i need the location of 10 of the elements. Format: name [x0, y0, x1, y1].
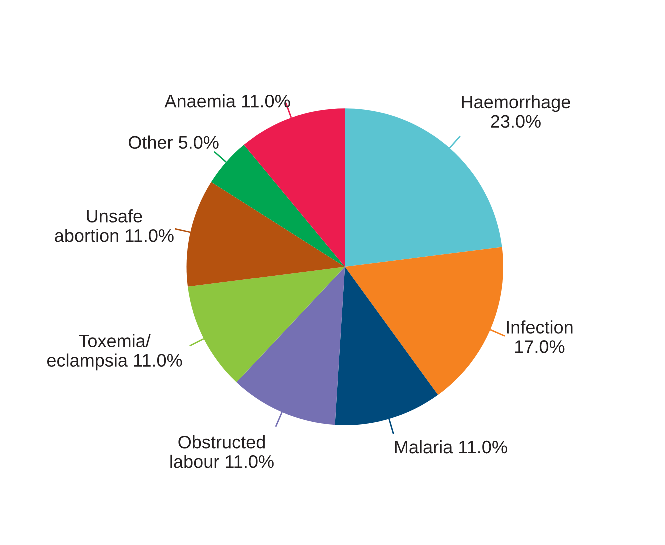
- slice-label: Toxemia/ eclampsia 11.0%: [47, 334, 182, 371]
- slice-label: Other 5.0%: [128, 136, 219, 150]
- data-label: 17.0%: [516, 340, 565, 354]
- data-label: 23.0%: [491, 115, 541, 128]
- slice-label: Infection: [507, 320, 573, 334]
- slice-label: Anaemia 11.0%: [164, 94, 290, 108]
- slice-label: Unsafe abortion 11.0%: [55, 210, 174, 242]
- slice-label: Obstructed labour 11.0%: [170, 436, 274, 468]
- slice-label: Malaria 11.0%: [395, 440, 508, 454]
- slice-label: Haemorrhage: [462, 95, 570, 112]
